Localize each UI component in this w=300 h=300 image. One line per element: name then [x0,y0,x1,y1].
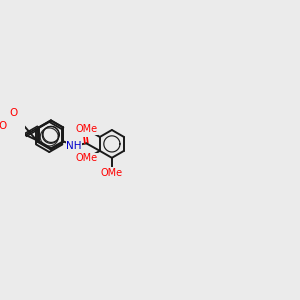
Text: OMe: OMe [101,168,123,178]
Text: O: O [81,127,89,137]
Text: OMe: OMe [76,124,98,134]
Text: OMe: OMe [76,153,98,164]
Text: O: O [9,108,17,118]
Text: O: O [0,122,6,131]
Text: NH: NH [66,141,82,151]
